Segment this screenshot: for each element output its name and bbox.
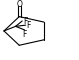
- Text: F: F: [26, 21, 31, 30]
- Text: F: F: [23, 16, 27, 26]
- Text: F: F: [22, 30, 27, 39]
- Text: O: O: [16, 0, 22, 9]
